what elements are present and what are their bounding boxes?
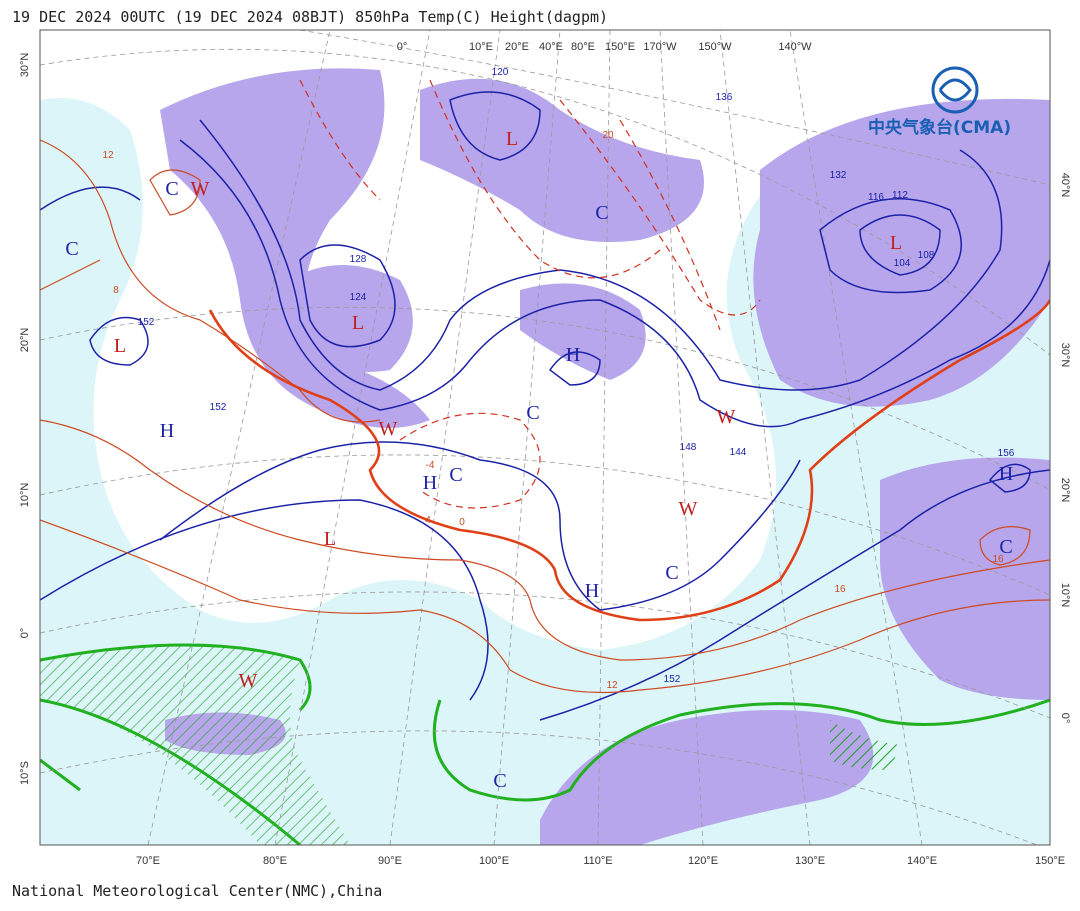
lat-label: 20°N xyxy=(19,328,31,353)
labels: 19 DEC 2024 00UTC (19 DEC 2024 08BJT) 85… xyxy=(12,8,1071,900)
lon-label: 150°E xyxy=(1035,855,1065,867)
contour-label: 116 xyxy=(868,192,884,203)
cloud xyxy=(520,283,646,380)
height-contours xyxy=(40,91,1050,721)
contour-label: 136 xyxy=(716,92,733,103)
contour-label: 120 xyxy=(492,67,509,78)
contour-label: 16 xyxy=(992,554,1004,565)
lon-label: 10°E xyxy=(469,41,493,53)
contour-label: -4 xyxy=(426,460,435,471)
hatch-area xyxy=(830,720,900,770)
lat-label: 30°N xyxy=(1059,343,1071,368)
lat-label: 10°S xyxy=(19,761,31,785)
contour-label: 124 xyxy=(350,292,367,303)
pressure-system: W xyxy=(379,418,398,440)
contour-label: 144 xyxy=(730,447,747,458)
frame xyxy=(39,29,1051,846)
lat-label: 10°N xyxy=(19,483,31,508)
lat-label: 20°N xyxy=(1059,478,1071,503)
pressure-system: C xyxy=(526,402,539,424)
contour-label: 16 xyxy=(834,584,846,595)
graticule xyxy=(40,30,1050,845)
lon-label: 140°W xyxy=(778,41,812,53)
lon-label: 20°E xyxy=(505,41,529,53)
contour-label: 112 xyxy=(892,190,908,201)
contour-label: 12 xyxy=(606,680,618,691)
temp-contours xyxy=(40,139,1050,694)
lon-label: 150°E xyxy=(605,41,635,53)
lat-label: 10°N xyxy=(1059,583,1071,608)
pressure-system: H xyxy=(160,420,174,442)
pressure-system: C xyxy=(165,178,178,200)
pressure-system: L xyxy=(114,335,126,357)
contour-label: 108 xyxy=(918,250,935,261)
lon-label: 140°E xyxy=(907,855,937,867)
pressure-system: L xyxy=(352,312,364,334)
pressure-system: C xyxy=(493,770,506,792)
title: 19 DEC 2024 00UTC (19 DEC 2024 08BJT) 85… xyxy=(12,8,608,26)
contour-label: 152 xyxy=(138,317,155,328)
pressure-system: H xyxy=(585,580,599,602)
lon-label: 110°E xyxy=(583,855,612,867)
contour-label: 104 xyxy=(894,258,911,269)
lon-label: 0° xyxy=(397,41,408,53)
lon-label: 40°E xyxy=(539,41,563,53)
pressure-system: C xyxy=(595,202,608,224)
contour-label: 152 xyxy=(210,402,227,413)
pressure-system: C xyxy=(65,238,78,260)
lon-label: 120°E xyxy=(688,855,718,867)
lon-label: 70°E xyxy=(136,855,160,867)
lon-label: 170°W xyxy=(643,41,677,53)
contour-label: 128 xyxy=(350,254,367,265)
cloud xyxy=(420,78,704,242)
lat-label: 30°N xyxy=(19,53,31,78)
lat-label: 0° xyxy=(19,628,31,639)
contour-label: 0 xyxy=(459,517,465,528)
lon-label: 90°E xyxy=(378,855,402,867)
green-contour xyxy=(40,643,1050,845)
pressure-system: H xyxy=(566,344,580,366)
cloud xyxy=(880,457,1050,700)
logo xyxy=(931,66,979,114)
pressure-system: L xyxy=(324,528,336,550)
cloud xyxy=(290,265,413,372)
pressure-system: L xyxy=(890,232,902,254)
lon-label: 150°W xyxy=(698,41,732,53)
lat-label: 40°N xyxy=(1059,173,1071,198)
pressure-system: C xyxy=(665,562,678,584)
cloud xyxy=(540,710,874,845)
lon-label: 100°E xyxy=(479,855,509,867)
temp-contours-negative xyxy=(299,79,761,509)
lat-label: 0° xyxy=(1059,713,1071,724)
footer-credit: National Meteorological Center(NMC),Chin… xyxy=(12,882,382,900)
contour-label: 148 xyxy=(680,442,697,453)
lon-label: 80°E xyxy=(571,41,595,53)
contour-label: 132 xyxy=(830,170,847,181)
pressure-system: W xyxy=(717,406,736,428)
contour-label: 152 xyxy=(664,674,681,685)
lon-label: 80°E xyxy=(263,855,287,867)
contour-label: 156 xyxy=(998,448,1015,459)
pressure-system: H xyxy=(423,472,437,494)
contour-label: 12 xyxy=(102,150,114,161)
logo-text: 中央气象台(CMA) xyxy=(868,117,1011,138)
contour-label: 8 xyxy=(113,285,119,296)
lon-label: 130°E xyxy=(795,855,825,867)
pressure-system: W xyxy=(239,670,258,692)
pressure-system: L xyxy=(506,128,518,150)
cloud xyxy=(160,68,430,428)
pressure-system: H xyxy=(999,463,1013,485)
contour-label: 4 xyxy=(425,515,431,526)
contour-label: 20 xyxy=(602,130,614,141)
pressure-system: W xyxy=(679,498,698,520)
logo-mark xyxy=(931,66,979,114)
logo-mark xyxy=(938,78,972,102)
map-layers xyxy=(40,30,1050,845)
pressure-system: C xyxy=(449,464,462,486)
pressure-system: W xyxy=(191,178,210,200)
pressure-system: C xyxy=(999,536,1012,558)
hatch-area xyxy=(40,645,350,845)
